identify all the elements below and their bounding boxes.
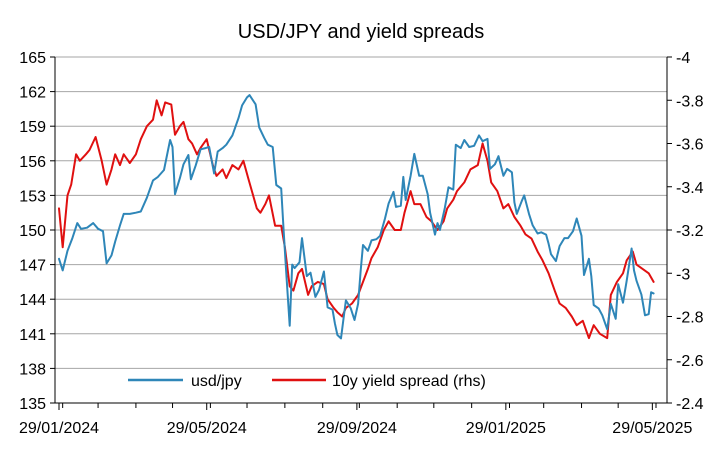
right-tick-label: -2.8 bbox=[676, 310, 704, 327]
left-tick-label: 141 bbox=[19, 327, 46, 344]
left-tick-label: 165 bbox=[19, 50, 46, 67]
left-tick-label: 162 bbox=[19, 85, 46, 102]
left-tick-label: 159 bbox=[19, 119, 46, 136]
right-y-axis: -2.4 -2.6 -2.8 -3 -3.2 -3.4 -3.6 -3.8 -4 bbox=[667, 50, 704, 413]
right-tick-label: -3 bbox=[676, 266, 690, 283]
left-tick-label: 156 bbox=[19, 154, 46, 171]
series-line-usdjpy bbox=[58, 94, 655, 340]
legend: usd/jpy 10y yield spread (rhs) bbox=[128, 373, 486, 390]
series-lines bbox=[58, 94, 655, 340]
left-tick-label: 144 bbox=[19, 292, 46, 309]
x-axis: 29/01/2024 29/05/2024 29/09/2024 29/01/2025… bbox=[19, 403, 692, 437]
left-tick-label: 150 bbox=[19, 223, 46, 240]
right-tick-label: -3.4 bbox=[676, 180, 704, 197]
legend-label-usdjpy: usd/jpy bbox=[191, 373, 242, 390]
x-tick-label: 29/05/2025 bbox=[612, 420, 692, 437]
legend-label-spread: 10y yield spread (rhs) bbox=[332, 373, 486, 390]
left-tick-label: 138 bbox=[19, 361, 46, 378]
chart-title: USD/JPY and yield spreads bbox=[238, 21, 484, 43]
right-tick-label: -3.2 bbox=[676, 223, 704, 240]
right-tick-label: -3.8 bbox=[676, 93, 704, 110]
x-tick-label: 29/01/2025 bbox=[466, 420, 546, 437]
right-tick-label: -2.6 bbox=[676, 353, 704, 370]
left-y-axis: 135 138 141 144 147 150 153 156 159 162 165 bbox=[19, 50, 55, 413]
left-tick-label: 153 bbox=[19, 188, 46, 205]
left-tick-label: 135 bbox=[19, 396, 46, 413]
x-tick-label: 29/09/2024 bbox=[317, 420, 397, 437]
right-tick-label: -4 bbox=[676, 50, 690, 67]
series-line-spread bbox=[58, 99, 655, 340]
right-tick-label: -2.4 bbox=[676, 396, 704, 413]
left-tick-label: 147 bbox=[19, 258, 46, 275]
grid-lines bbox=[55, 56, 667, 404]
x-tick-label: 29/01/2024 bbox=[19, 420, 99, 437]
right-tick-label: -3.6 bbox=[676, 137, 704, 154]
x-tick-label: 29/05/2024 bbox=[167, 420, 247, 437]
